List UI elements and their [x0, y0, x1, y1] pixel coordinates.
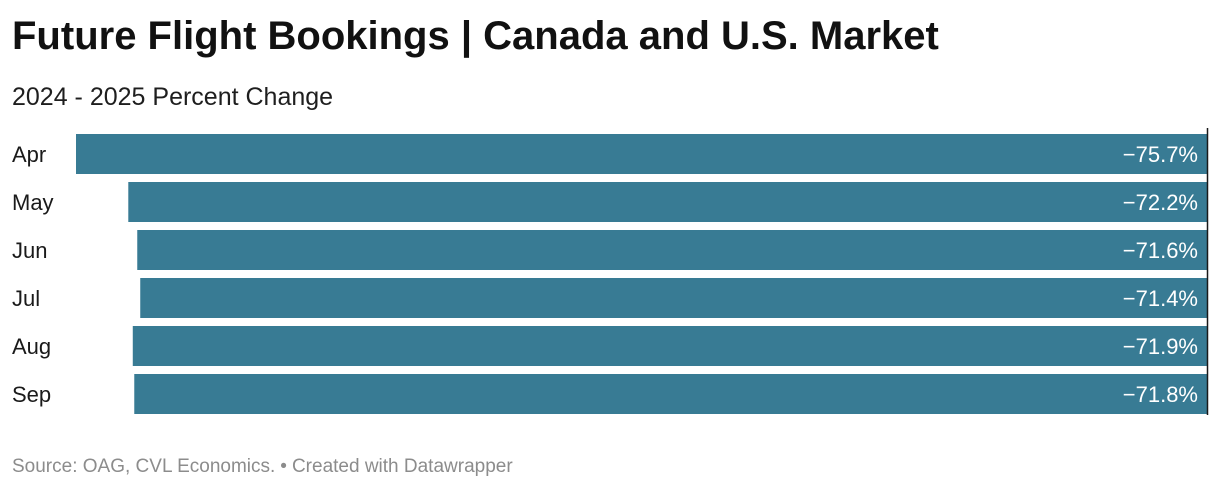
- category-label: May: [12, 190, 54, 215]
- value-label: −71.6%: [1123, 238, 1198, 263]
- bar: [134, 374, 1207, 414]
- source-note: Source: OAG, CVL Economics. • Created with…: [12, 454, 513, 480]
- category-label: Apr: [12, 142, 46, 167]
- bar: [132, 326, 1207, 366]
- bar: [128, 182, 1207, 222]
- chart-subtitle: 2024 - 2025 Percent Change: [12, 83, 334, 111]
- credit-text: Created with Datawrapper: [291, 456, 513, 477]
- value-label: −71.4%: [1123, 286, 1198, 311]
- bar: [76, 134, 1207, 174]
- category-label: Jul: [12, 286, 40, 311]
- bar: [140, 278, 1207, 318]
- value-label: −75.7%: [1123, 142, 1198, 167]
- bar-row-jun: Jun −71.6%: [12, 230, 1208, 270]
- source-text: Source: OAG, CVL Economics.: [12, 456, 276, 477]
- category-label: Sep: [12, 382, 51, 407]
- category-label: Jun: [12, 238, 47, 263]
- bar-row-apr: Apr −75.7%: [12, 134, 1207, 174]
- value-label: −72.2%: [1123, 190, 1198, 215]
- category-label: Aug: [12, 334, 51, 359]
- bar-row-may: May −72.2%: [12, 182, 1207, 222]
- chart-title: Future Flight Bookings | Canada and U.S.…: [12, 14, 939, 58]
- bar-row-jul: Jul −71.4%: [12, 278, 1207, 318]
- bar: [137, 230, 1208, 270]
- bar-row-sep: Sep −71.8%: [12, 374, 1207, 414]
- value-label: −71.8%: [1123, 382, 1198, 407]
- value-label: −71.9%: [1123, 334, 1198, 359]
- bar-chart: Apr −75.7% May −72.2% Jun −71.6% Jul −71.4% Aug −…: [12, 128, 1209, 415]
- bar-row-aug: Aug −71.9%: [12, 326, 1207, 366]
- separator-dot: •: [280, 456, 287, 477]
